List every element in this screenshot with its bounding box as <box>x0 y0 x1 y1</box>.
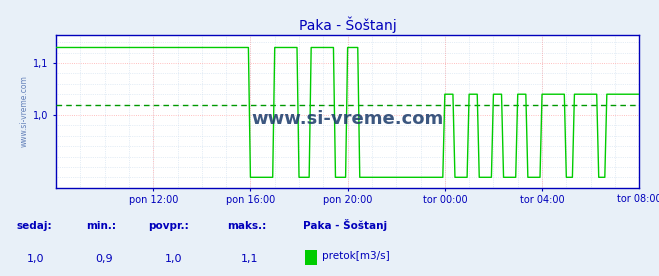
Text: povpr.:: povpr.: <box>148 221 189 231</box>
Text: pretok[m3/s]: pretok[m3/s] <box>322 251 389 261</box>
Text: www.si-vreme.com: www.si-vreme.com <box>19 75 28 147</box>
Text: min.:: min.: <box>86 221 116 231</box>
Text: www.si-vreme.com: www.si-vreme.com <box>252 110 444 128</box>
Text: maks.:: maks.: <box>227 221 267 231</box>
Text: Paka - Šoštanj: Paka - Šoštanj <box>303 219 387 231</box>
Text: 1,1: 1,1 <box>241 254 258 264</box>
Text: tor 08:00: tor 08:00 <box>617 194 659 204</box>
Text: sedaj:: sedaj: <box>16 221 52 231</box>
Text: 1,0: 1,0 <box>165 254 183 264</box>
Title: Paka - Šoštanj: Paka - Šoštanj <box>299 17 397 33</box>
Text: 0,9: 0,9 <box>96 254 113 264</box>
Text: 1,0: 1,0 <box>26 254 44 264</box>
